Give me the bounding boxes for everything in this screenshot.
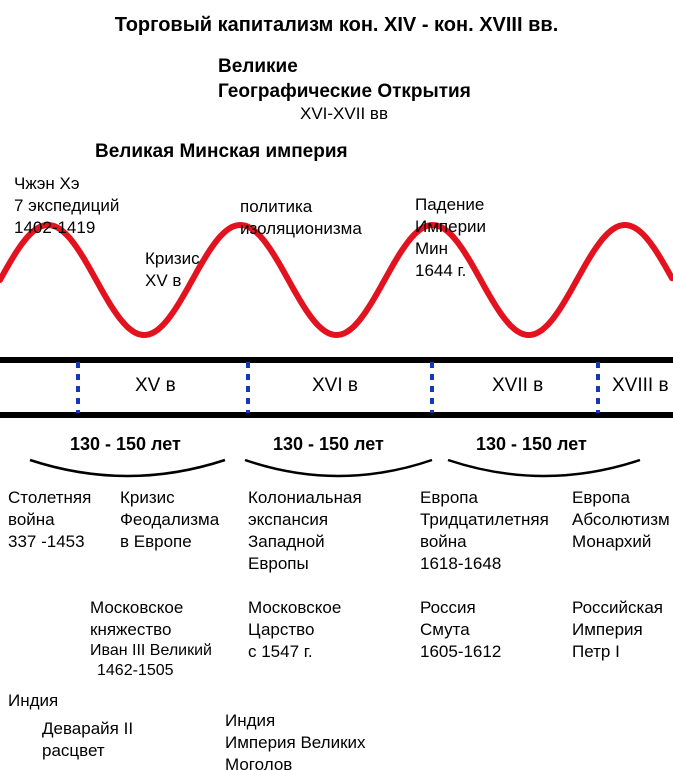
geo-discoveries-h1: Великие <box>218 55 298 79</box>
moscow-tsar-1: Московское <box>248 597 341 618</box>
hundred-war-2: война <box>8 509 55 530</box>
crisis-xv-2: XV в <box>145 270 181 291</box>
cycle-arc-2 <box>448 460 640 476</box>
crisis-xv-1: Кризис <box>145 248 200 269</box>
hundred-war-3: 337 -1453 <box>8 531 85 552</box>
ming-fall-1: Падение <box>415 194 484 215</box>
ming-fall-3: Мин <box>415 238 448 259</box>
devaraya-1: Деварайя II <box>42 718 133 739</box>
moscow-princ-4: 1462-1505 <box>97 661 174 681</box>
cycle-arc-1 <box>245 460 432 476</box>
devaraya-2: расцвет <box>42 740 105 761</box>
zheng-he-2: 7 экспедиций <box>14 195 119 216</box>
feudal-crisis-3: в Европе <box>120 531 192 552</box>
moscow-princ-2: княжество <box>90 619 171 640</box>
ming-fall-2: Империи <box>415 216 486 237</box>
thirty-war-1: Тридцатилетняя <box>420 509 549 530</box>
hundred-war-1: Столетняя <box>8 487 91 508</box>
colonial-3: Западной <box>248 531 325 552</box>
absolut-0: Европа <box>572 487 630 508</box>
zheng-he-1: Чжэн Хэ <box>14 173 80 194</box>
century-label-2: XVII в <box>492 374 543 398</box>
ming-empire: Великая Минская империя <box>95 140 348 164</box>
zheng-he-3: 1402-1419 <box>14 217 95 238</box>
thirty-war-2: война <box>420 531 467 552</box>
century-label-1: XVI в <box>312 374 358 398</box>
smuta-0: Россия <box>420 597 476 618</box>
cycle-label-1: 130 - 150 лет <box>273 433 384 456</box>
moscow-princ-1: Московское <box>90 597 183 618</box>
feudal-crisis-1: Кризис <box>120 487 175 508</box>
colonial-4: Европы <box>248 553 309 574</box>
rus-empire-3: Петр I <box>572 641 620 662</box>
isolation-1: политика <box>240 196 312 217</box>
geo-discoveries-dates: XVI-XVII вв <box>300 103 388 124</box>
rus-empire-1: Российская <box>572 597 663 618</box>
moscow-tsar-3: с 1547 г. <box>248 641 313 662</box>
century-label-0: XV в <box>135 374 176 398</box>
geo-discoveries-h2: Географические Открытия <box>218 80 471 104</box>
cycle-label-0: 130 - 150 лет <box>70 433 181 456</box>
smuta-2: 1605-1612 <box>420 641 501 662</box>
ming-fall-4: 1644 г. <box>415 260 466 281</box>
mughal-1: Индия <box>225 710 275 731</box>
cycle-arc-0 <box>30 460 225 476</box>
absolut-2: Монархий <box>572 531 651 552</box>
moscow-princ-3: Иван III Великий <box>90 641 212 661</box>
colonial-2: экспансия <box>248 509 328 530</box>
mughal-2: Империя Великих <box>225 732 366 753</box>
colonial-1: Колониальная <box>248 487 362 508</box>
wave-line <box>0 225 672 335</box>
india-head: Индия <box>8 690 58 711</box>
smuta-1: Смута <box>420 619 470 640</box>
isolation-2: изоляционизма <box>240 218 362 239</box>
thirty-war-3: 1618-1648 <box>420 553 501 574</box>
mughal-3: Моголов <box>225 754 292 770</box>
century-label-3: XVIII в <box>612 374 669 398</box>
absolut-1: Абсолютизм <box>572 509 670 530</box>
thirty-war-0: Европа <box>420 487 478 508</box>
cycle-label-2: 130 - 150 лет <box>476 433 587 456</box>
feudal-crisis-2: Феодализма <box>120 509 219 530</box>
rus-empire-2: Империя <box>572 619 643 640</box>
moscow-tsar-2: Царство <box>248 619 314 640</box>
